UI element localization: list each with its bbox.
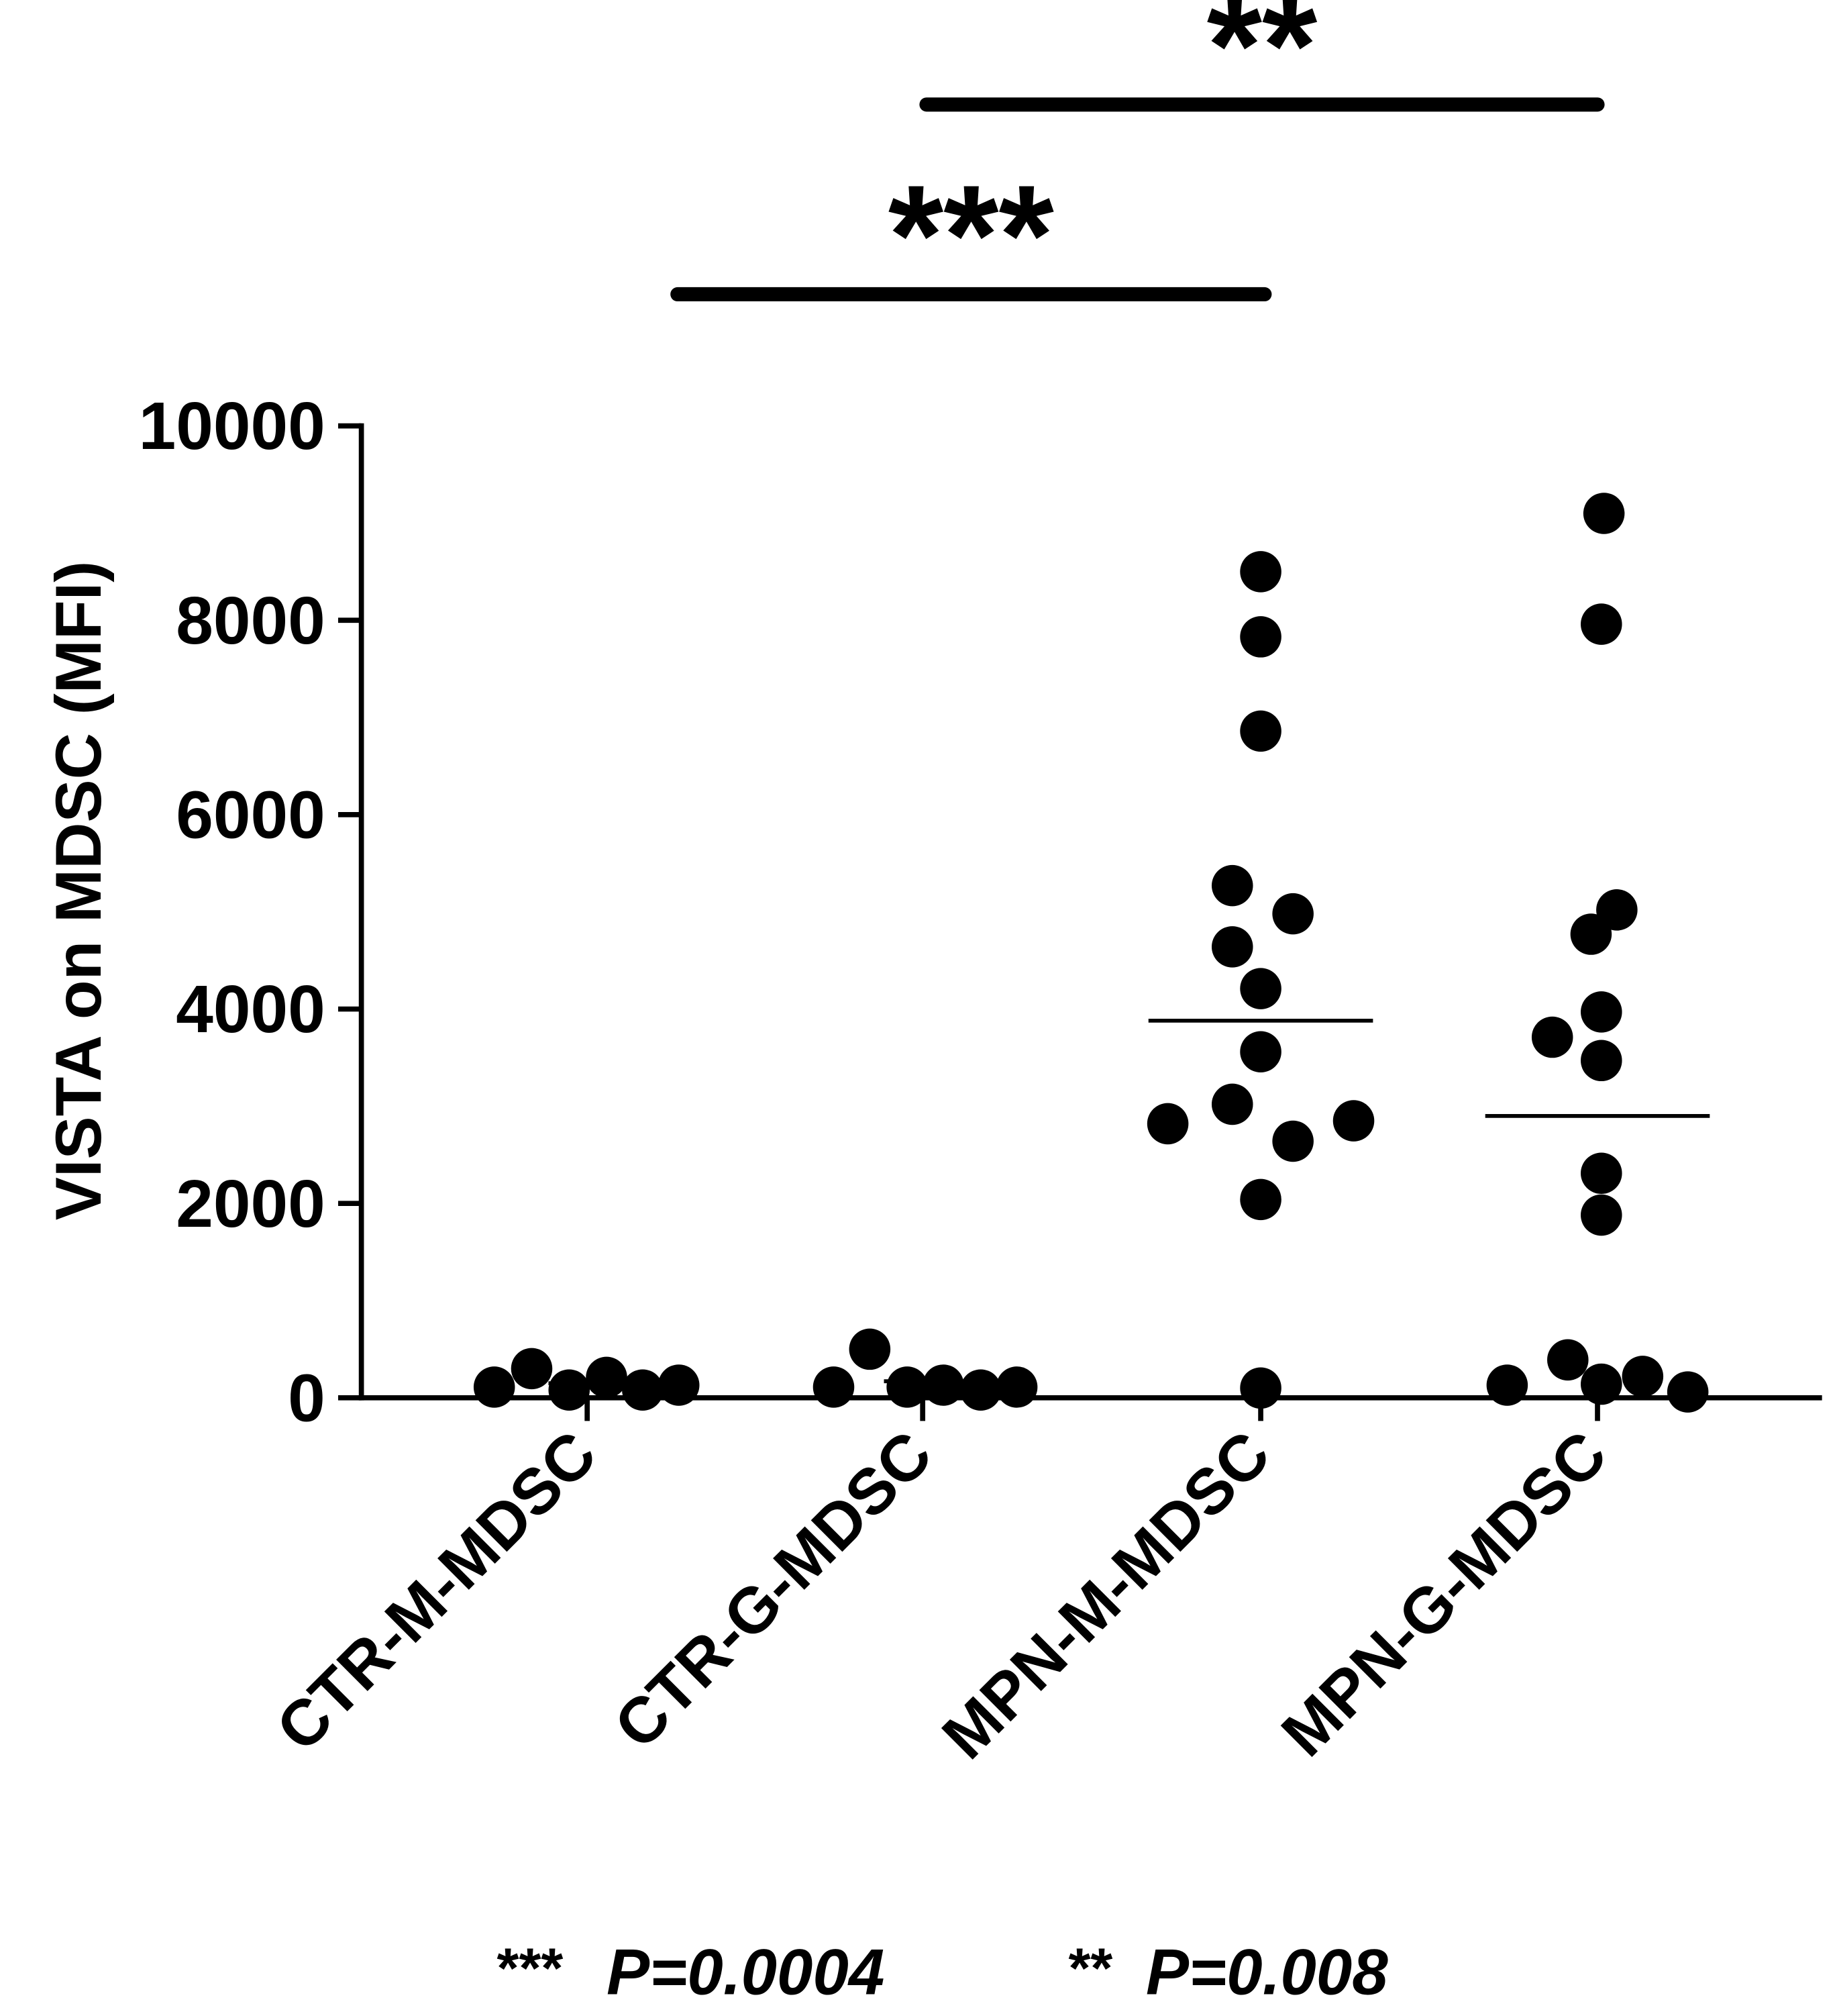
data-point: [1583, 493, 1625, 534]
data-point: [1272, 893, 1314, 935]
x-tick-label: CTR-G-MDSC: [601, 1417, 946, 1762]
axes: [358, 423, 1822, 1401]
data-point: [1622, 1356, 1664, 1397]
data-point: [1581, 991, 1622, 1033]
footnote-three-star-p: P=0.0004: [607, 1936, 884, 2008]
data-point: [1211, 1083, 1253, 1125]
data-point: [849, 1328, 891, 1370]
data-point: [1547, 1339, 1589, 1381]
data-point: [1667, 1371, 1709, 1413]
x-tick-label: MPN-G-MDSC: [1268, 1417, 1620, 1770]
data-point: [959, 1369, 1002, 1411]
y-tick-label: 4000: [176, 972, 325, 1047]
data-point: [1570, 913, 1612, 955]
data-point: [1332, 1100, 1375, 1142]
data-point: [1240, 1031, 1281, 1073]
data-point: [1240, 616, 1281, 658]
data-point: [1581, 1040, 1622, 1082]
data-point: [658, 1364, 700, 1406]
y-tick-label: 0: [288, 1360, 325, 1435]
data-point: [1240, 968, 1281, 1009]
data-point: [511, 1348, 553, 1390]
data-point: [622, 1369, 664, 1411]
data-point: [1211, 926, 1253, 968]
footnote-two-star: **: [1069, 1936, 1113, 2000]
data-point: [1581, 603, 1622, 645]
data-point: [1486, 1364, 1528, 1406]
footnote: *** P=0.0004 ** P=0.008: [497, 1936, 1389, 2009]
data-point: [1240, 1178, 1281, 1221]
data-point: [996, 1366, 1038, 1408]
y-tick-label: 8000: [176, 583, 325, 658]
y-tick-label: 2000: [176, 1166, 325, 1242]
data-point: [886, 1366, 928, 1408]
data-point: [923, 1364, 964, 1406]
x-tick-label: MPN-M-MDSC: [929, 1417, 1283, 1772]
y-tick-label: 6000: [176, 778, 325, 853]
y-tick-label: 10000: [139, 389, 325, 464]
data-point: [1211, 864, 1253, 907]
data-point: [1147, 1103, 1189, 1145]
data-point: [548, 1369, 590, 1411]
data-point: [1581, 1152, 1622, 1195]
x-tick-label: CTR-M-MDSC: [263, 1417, 610, 1764]
data-point: [1581, 1363, 1622, 1405]
data-point: [586, 1356, 627, 1399]
data-point: [1272, 1120, 1314, 1162]
data-point: [1596, 889, 1638, 931]
data-point: [473, 1366, 515, 1408]
data-point: [1240, 710, 1281, 752]
y-axis-label: VISTA on MDSC (MFI): [43, 561, 115, 1221]
footnote-three-star: ***: [497, 1936, 564, 2000]
significance-label: **: [1207, 0, 1318, 124]
data-point: [812, 1366, 855, 1408]
significance-label: ***: [888, 155, 1055, 314]
data-point: [1240, 1367, 1281, 1409]
footnote-two-star-p: P=0.008: [1146, 1936, 1388, 2008]
data-point: [1240, 551, 1281, 593]
data-point: [1581, 1194, 1622, 1236]
data-point: [1531, 1016, 1573, 1058]
